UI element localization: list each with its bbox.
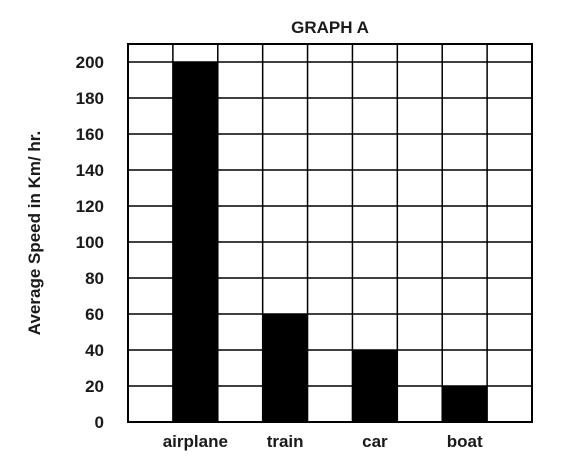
y-axis-ticks: 0 20 40 60 80 100 120 140 160 180 200 bbox=[76, 53, 104, 432]
x-category-label: car bbox=[362, 432, 388, 451]
y-tick-label: 180 bbox=[76, 89, 104, 108]
x-category-label: boat bbox=[447, 432, 483, 451]
bars bbox=[172, 62, 488, 422]
plot-frame bbox=[127, 43, 533, 423]
chart-title: GRAPH A bbox=[291, 18, 369, 37]
bar-car bbox=[352, 350, 398, 422]
y-tick-label: 20 bbox=[85, 377, 104, 396]
x-category-label: airplane bbox=[163, 432, 228, 451]
y-tick-label: 40 bbox=[85, 341, 104, 360]
y-tick-label: 100 bbox=[76, 233, 104, 252]
y-tick-label: 140 bbox=[76, 161, 104, 180]
y-axis-label: Average Speed in Km/ hr. bbox=[25, 131, 44, 335]
y-tick-label: 60 bbox=[85, 305, 104, 324]
bar-airplane bbox=[172, 62, 218, 422]
bar-boat bbox=[442, 386, 488, 422]
y-tick-label: 120 bbox=[76, 197, 104, 216]
y-tick-label: 200 bbox=[76, 53, 104, 72]
y-tick-label: 0 bbox=[95, 413, 104, 432]
x-category-label: train bbox=[267, 432, 304, 451]
y-tick-label: 80 bbox=[85, 269, 104, 288]
y-tick-label: 160 bbox=[76, 125, 104, 144]
x-axis-categories: airplane train car boat bbox=[163, 432, 483, 451]
bar-train bbox=[262, 314, 308, 422]
